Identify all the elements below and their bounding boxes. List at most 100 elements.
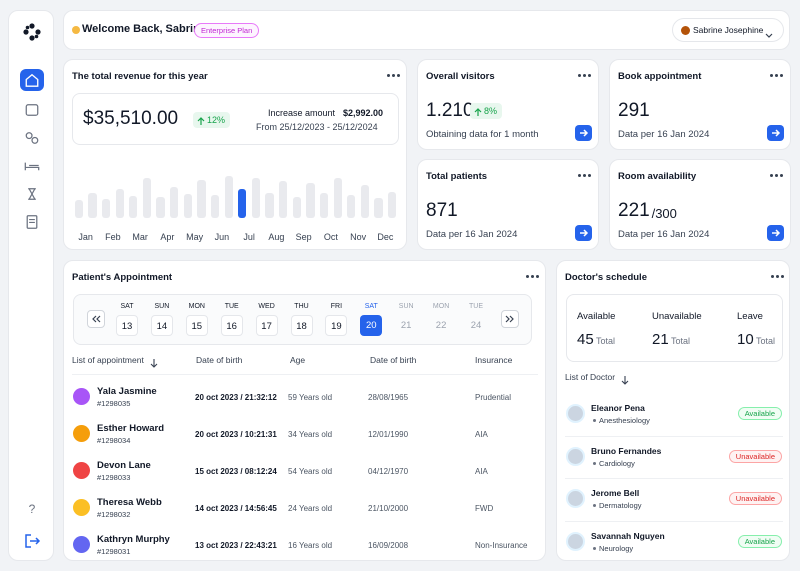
doctor-specialty: Dermatology <box>599 501 642 510</box>
calendar-date[interactable]: 14 <box>150 315 173 336</box>
appointment-time: 20 oct 2023 / 10:21:31 <box>195 430 277 439</box>
calendar-date[interactable]: 24 <box>470 320 482 331</box>
more-menu[interactable] <box>387 73 401 79</box>
revenue-bar <box>374 197 383 218</box>
more-menu[interactable] <box>770 73 784 79</box>
divider <box>565 478 783 479</box>
nav-item[interactable] <box>20 127 44 149</box>
summary-label: Available <box>577 311 616 322</box>
more-menu[interactable] <box>771 274 785 280</box>
calendar-day: TUE <box>224 303 239 310</box>
more-menu[interactable] <box>578 173 592 179</box>
month-label: Dec <box>377 232 394 242</box>
month-label: Oct <box>323 232 338 242</box>
revenue-bar <box>319 193 329 218</box>
nav-item[interactable] <box>20 183 44 205</box>
menu-dot <box>578 74 581 77</box>
doctor-status: Unavailable <box>728 449 782 463</box>
nav-shape <box>25 104 39 116</box>
logout-button[interactable] <box>23 533 41 549</box>
sort-arrow <box>621 376 629 385</box>
nav-item[interactable] <box>20 155 44 177</box>
revenue-summary: $35,510.00 12% Increase amount $2,992.00 Fro… <box>72 93 399 145</box>
calendar-day: SAT <box>120 303 134 310</box>
revenue-bar <box>265 192 274 218</box>
patient-insurance: FWD <box>475 504 494 513</box>
sort-path <box>621 376 629 385</box>
nav-icon <box>26 215 38 229</box>
nav-item[interactable] <box>20 211 44 233</box>
arrow-path <box>580 229 589 237</box>
logo-icon <box>23 23 41 41</box>
logo-dot <box>29 23 35 29</box>
arrow-button[interactable] <box>767 125 784 141</box>
patient-name: Devon Lane <box>97 460 151 471</box>
help-button[interactable]: ? <box>28 502 36 516</box>
patient-name: Esther Howard <box>97 423 165 434</box>
nav-item[interactable] <box>20 99 44 121</box>
calendar-date[interactable]: 22 <box>435 320 447 331</box>
doctor-status: Unavailable <box>728 492 782 505</box>
patient-dob: 04/12/1970 <box>368 467 409 476</box>
menu-dot <box>531 275 534 278</box>
patient-id: #1298034 <box>97 436 131 445</box>
calendar-date[interactable]: 13 <box>116 315 138 336</box>
bullet <box>593 461 596 465</box>
calendar-date[interactable]: 19 <box>325 315 348 336</box>
menu-dot <box>771 275 774 278</box>
calendar-day: FRI <box>330 303 343 310</box>
stat-value: 221 <box>618 200 650 221</box>
calendar-date[interactable]: 20 <box>360 315 383 336</box>
column-header: Insurance <box>475 355 513 365</box>
summary-label: Leave <box>737 311 763 322</box>
header: Welcome Back, Sabrine! Enterprise Plan Sab… <box>63 10 790 50</box>
patient-avatar <box>73 499 90 516</box>
calendar-date[interactable]: 17 <box>255 315 278 336</box>
logo <box>23 23 41 41</box>
patient-insurance: AIA <box>475 467 488 476</box>
revenue-bar <box>88 192 97 218</box>
arrow-button[interactable] <box>767 225 784 241</box>
calendar-date[interactable]: 21 <box>400 320 412 331</box>
calendar-date[interactable]: 16 <box>220 315 243 336</box>
more-menu[interactable] <box>526 274 540 280</box>
user-menu[interactable]: Sabrine Josephine <box>672 18 784 42</box>
sort-icon <box>150 355 158 368</box>
up-arrow <box>474 106 482 116</box>
up-arrow-icon <box>197 117 205 125</box>
stat-card: Book appointment 291 Data per 16 Jan 2024 <box>609 59 791 150</box>
revenue-title: The total revenue for this year <box>72 71 208 82</box>
calendar-day: THU <box>294 303 309 310</box>
more-menu[interactable] <box>770 173 784 179</box>
calendar-nav[interactable] <box>501 310 519 328</box>
menu-dot <box>776 275 779 278</box>
more-menu[interactable] <box>578 73 592 79</box>
nav-item[interactable] <box>20 69 44 91</box>
menu-dot <box>397 74 400 77</box>
revenue-bar <box>170 186 179 218</box>
patient-avatar <box>73 536 90 553</box>
increase-amount: $2,992.00 <box>343 108 384 118</box>
calendar-date[interactable]: 18 <box>290 315 313 336</box>
patient-name: Kathryn Murphy <box>97 534 170 545</box>
doctor-avatar <box>566 404 585 423</box>
appointment-time: 14 oct 2023 / 14:56:45 <box>195 504 277 513</box>
change-value: 8% <box>484 106 498 116</box>
stat-card: Overall visitors 1.210 8% Obtaining data fo… <box>417 59 599 150</box>
arrow-button[interactable] <box>575 125 592 141</box>
stat-card: Room availability 221/300 Data per 16 Jan … <box>609 159 791 250</box>
arrow-button[interactable] <box>575 225 592 241</box>
user-avatar <box>681 26 690 35</box>
welcome-text: Welcome Back, Sabrine! <box>82 23 210 35</box>
calendar-date[interactable]: 15 <box>185 315 208 336</box>
stat-suffix: /300 <box>651 206 677 221</box>
calendar-day: MON <box>188 303 205 310</box>
revenue-bar <box>279 181 288 218</box>
calendar-day: SUN <box>154 303 170 310</box>
column-header: Age <box>290 355 306 365</box>
arrow-icon <box>772 229 781 237</box>
calendar-nav[interactable] <box>87 310 105 328</box>
doctor-status: Available <box>737 534 782 548</box>
menu-dot <box>387 74 390 77</box>
